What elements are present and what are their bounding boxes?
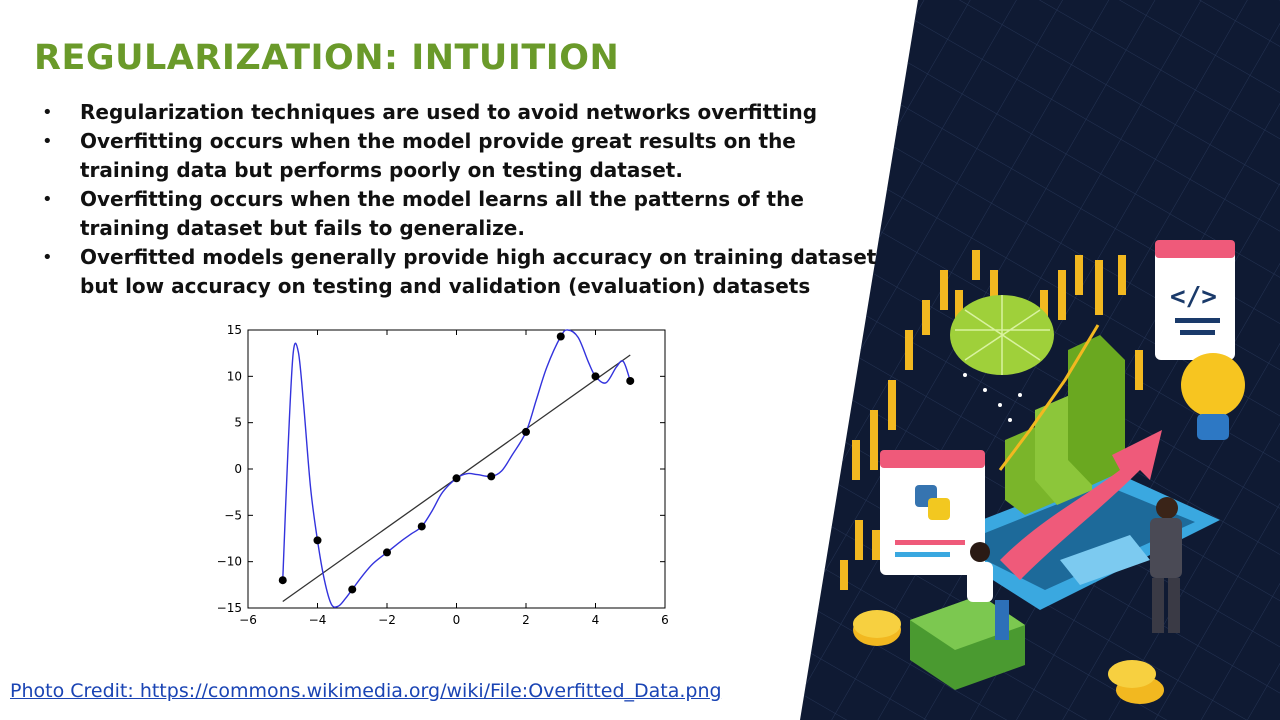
- x-tick-label: −2: [378, 613, 396, 627]
- y-tick-label: 0: [234, 462, 242, 476]
- y-tick-label: −15: [217, 601, 242, 615]
- data-point: [417, 522, 426, 531]
- bullet-item: • Overfitting occurs when the model learn…: [40, 185, 880, 243]
- y-tick-label: 10: [227, 369, 242, 383]
- bullet-text: Overfitting occurs when the model provid…: [80, 129, 796, 182]
- x-tick-label: 0: [453, 613, 461, 627]
- plot-frame: [247, 329, 666, 609]
- data-point: [278, 576, 287, 585]
- bullet-item: • Regularization techniques are used to a…: [40, 98, 880, 127]
- data-point: [626, 376, 635, 385]
- x-tick-label: 6: [661, 613, 669, 627]
- x-tick-label: −4: [309, 613, 327, 627]
- bullet-item: • Overfitted models generally provide hig…: [40, 243, 880, 301]
- data-point: [487, 472, 496, 481]
- y-tick-label: −10: [217, 555, 242, 569]
- y-tick-label: 15: [227, 323, 242, 337]
- data-point: [522, 427, 530, 436]
- bullet-symbol: •: [42, 189, 53, 210]
- data-point: [383, 548, 391, 557]
- x-tick-label: 4: [592, 613, 600, 627]
- bullet-text: Overfitting occurs when the model learns…: [80, 187, 804, 240]
- data-point: [313, 536, 322, 545]
- data-point: [591, 372, 600, 381]
- bullet-text: Overfitted models generally provide high…: [80, 245, 877, 298]
- bullet-symbol: •: [42, 102, 53, 123]
- bullet-text: Regularization techniques are used to av…: [80, 100, 818, 124]
- y-tick-label: −5: [224, 508, 242, 522]
- data-point: [556, 332, 565, 341]
- bullet-symbol: •: [42, 247, 53, 268]
- y-tick-label: 5: [234, 416, 242, 430]
- bullet-symbol: •: [42, 131, 53, 152]
- bullet-list: • Regularization techniques are used to a…: [40, 98, 880, 301]
- svg-text:</>: </>: [1170, 282, 1217, 312]
- photo-credit-link[interactable]: Photo Credit: https://commons.wikimedia.…: [10, 680, 722, 702]
- data-point: [452, 474, 461, 483]
- overfitting-plot: −6 −4 −2 0 2 4 6 15 10 5 0 −5 −10 −15: [217, 323, 669, 627]
- x-tick-label: 2: [522, 613, 530, 627]
- data-point: [348, 585, 357, 594]
- slide-title: REGULARIZATION: INTUITION: [34, 38, 620, 78]
- x-tick-label: −6: [239, 613, 257, 627]
- bullet-item: • Overfitting occurs when the model provi…: [40, 127, 880, 185]
- overfit-curve: [282, 329, 631, 608]
